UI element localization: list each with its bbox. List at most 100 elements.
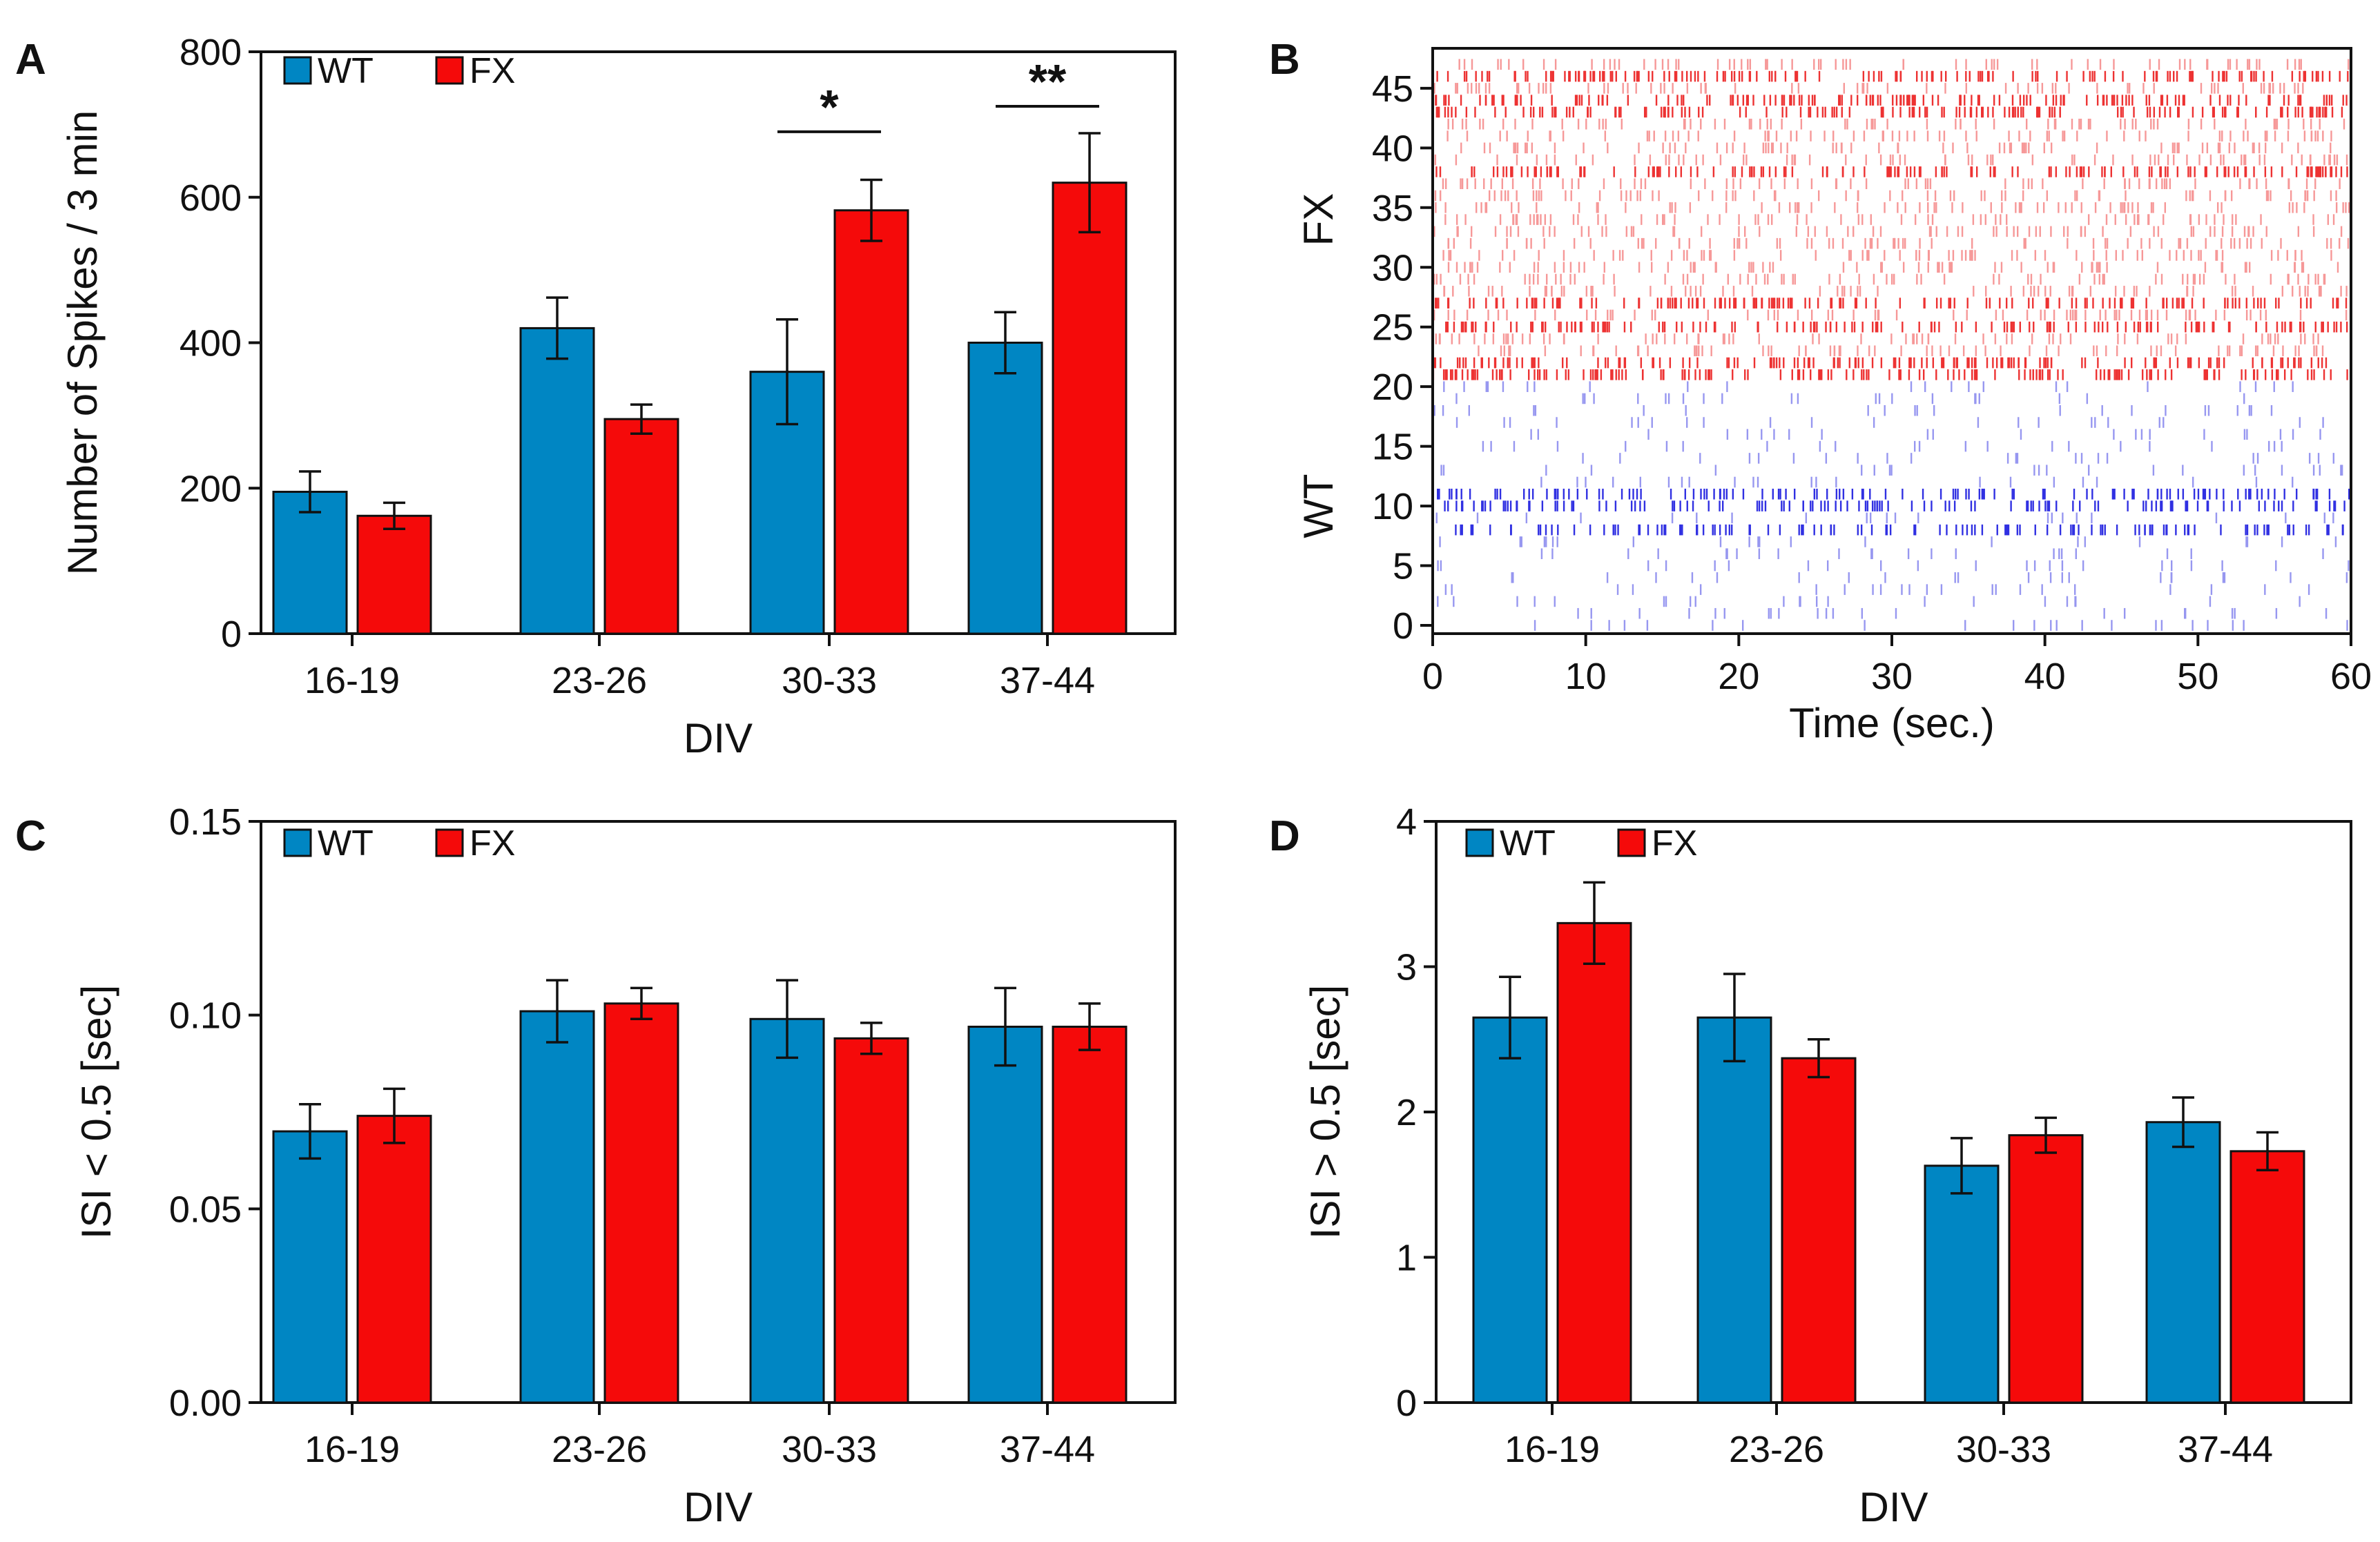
panel-b-xtick-label: 60 xyxy=(2330,656,2372,697)
panel-c-errorbar-wt-30-33 xyxy=(776,979,798,1060)
panel-d-bar-wt-37-44 xyxy=(2145,1121,2221,1404)
panel-d-errorbar-wt-16-19 xyxy=(1499,975,1521,1060)
legend-swatch-wt xyxy=(283,828,312,857)
panel-a-legend: WT FX xyxy=(283,51,515,91)
raster-row-fx xyxy=(1432,202,2350,213)
panel-d-ytick-label: 4 xyxy=(1396,801,1417,843)
panel-a-bar-wt-37-44 xyxy=(967,342,1043,635)
raster-row-fx xyxy=(1435,166,2348,177)
raster-row-wt xyxy=(1440,465,2343,476)
panel-c-errorbar-fx-16-19 xyxy=(383,1087,405,1144)
raster-row-fx xyxy=(1478,345,2324,357)
panel-d-xtick-label: 37-44 xyxy=(2178,1429,2273,1470)
panel-b-ytick-label: 20 xyxy=(1372,367,1413,408)
panel-d-bar-fx-23-26 xyxy=(1781,1057,1857,1404)
panel-c-errorbar-fx-37-44 xyxy=(1078,1002,1101,1051)
panel-c-ytick-label: 0.10 xyxy=(169,995,242,1037)
panel-c-legend: WT FX xyxy=(283,823,515,863)
panel-c-bar-wt-37-44 xyxy=(967,1026,1043,1404)
legend-swatch-fx xyxy=(435,828,464,857)
panel-d-ytick-label: 3 xyxy=(1396,947,1417,988)
raster-row-fx xyxy=(1442,250,2332,261)
panel-c-ytick-label: 0.00 xyxy=(169,1383,242,1424)
panel-b-group-label-fx: FX xyxy=(1295,193,1342,246)
raster-row-fx xyxy=(1433,309,2352,321)
panel-c-bar-wt-30-33 xyxy=(749,1017,825,1404)
panel-b-spikes xyxy=(1432,59,2352,631)
panel-c-isi-short-chart: 0.00 0.05 0.10 0.15 16-19 23-26 30-33 37-44 DIV I… xyxy=(73,801,1177,1530)
panel-c-errorbar-wt-23-26 xyxy=(546,979,568,1044)
panel-a-xtick-label: 30-33 xyxy=(782,660,877,701)
panel-c-xlabel: DIV xyxy=(684,1484,753,1530)
raster-row-wt xyxy=(1455,393,2245,404)
raster-row-fx xyxy=(1458,59,2350,70)
panel-b-xtick-label: 50 xyxy=(2177,656,2218,697)
legend-swatch-fx xyxy=(435,56,464,85)
panel-d-errorbar-wt-23-26 xyxy=(1723,973,1745,1063)
legend-label-wt: WT xyxy=(318,51,374,91)
legend-swatch-wt xyxy=(283,56,312,85)
panel-d-bar-wt-16-19 xyxy=(1472,1016,1548,1404)
legend-swatch-fx xyxy=(1617,828,1646,857)
panel-d-xtick-label: 30-33 xyxy=(1956,1429,2051,1470)
panel-b-xtick-label: 0 xyxy=(1422,656,1443,697)
panel-a-ylabel: Number of Spikes / 3 min xyxy=(59,110,106,576)
panel-d-errorbar-fx-23-26 xyxy=(1808,1038,1830,1079)
raster-row-wt xyxy=(1443,381,2294,392)
panel-b-ytick-label: 30 xyxy=(1372,247,1413,289)
raster-row-fx xyxy=(1432,369,2348,380)
raster-row-wt xyxy=(1540,548,2324,560)
raster-row-fx xyxy=(1435,95,2348,106)
panel-d-xtick-label: 16-19 xyxy=(1505,1429,1600,1470)
panel-a-ytick-label: 0 xyxy=(221,614,242,655)
panel-c-bar-fx-30-33 xyxy=(833,1037,909,1404)
panel-a-errorbar-fx-30-33 xyxy=(860,178,882,242)
raster-row-wt xyxy=(1582,453,2335,464)
panel-d-ytick-label: 0 xyxy=(1396,1383,1417,1424)
raster-row-wt xyxy=(1455,417,2324,428)
raster-row-fx xyxy=(1434,297,2348,309)
raster-row-wt xyxy=(1436,489,2350,500)
panel-d-ytick-label: 2 xyxy=(1396,1092,1417,1133)
panel-c-xtick-label: 23-26 xyxy=(552,1429,647,1470)
panel-a-errorbar-wt-23-26 xyxy=(546,296,568,360)
panel-a-ytick-label: 600 xyxy=(180,177,242,219)
panel-c-ytick-label: 0.15 xyxy=(169,801,242,843)
panel-a-bar-wt-30-33 xyxy=(749,371,825,635)
panel-c-bar-wt-16-19 xyxy=(272,1130,348,1404)
panel-b-ytick-label: 5 xyxy=(1393,546,1413,587)
panel-d-ytick-label: 1 xyxy=(1396,1238,1417,1279)
significance-label: * xyxy=(820,80,839,134)
legend-label-fx: FX xyxy=(1652,823,1697,863)
raster-row-wt xyxy=(1530,429,2321,440)
legend-label-fx: FX xyxy=(470,823,515,863)
raster-row-fx xyxy=(1435,106,2352,118)
panel-b-ytick-label: 40 xyxy=(1372,128,1413,169)
panel-c-xtick-label: 30-33 xyxy=(782,1429,877,1470)
panel-d-errorbar-fx-37-44 xyxy=(2256,1131,2279,1171)
panel-d-legend: WT FX xyxy=(1465,823,1697,863)
raster-row-wt xyxy=(1437,596,2301,607)
panel-a-bar-fx-23-26 xyxy=(603,418,679,635)
panel-a-errorbar-wt-16-19 xyxy=(299,470,321,514)
panel-a-ytick-label: 400 xyxy=(180,323,242,364)
panel-d-bar-wt-30-33 xyxy=(1924,1164,2000,1404)
panel-a-bar-fx-30-33 xyxy=(833,209,909,635)
panel-b-ytick-label: 10 xyxy=(1372,486,1413,527)
panel-a-bar-wt-23-26 xyxy=(519,326,595,635)
raster-row-fx xyxy=(1433,83,2304,94)
panel-c-errorbar-wt-37-44 xyxy=(994,986,1016,1067)
panel-d-ylabel: ISI > 0.5 [sec] xyxy=(1302,985,1348,1240)
raster-row-fx xyxy=(1433,357,2328,369)
raster-row-wt xyxy=(1534,620,2348,631)
panel-a-bar-fx-16-19 xyxy=(356,514,432,635)
panel-a-significance-30-33: * xyxy=(777,80,881,134)
panel-a-ytick-label: 200 xyxy=(180,468,242,509)
panel-a-bar-fx-37-44 xyxy=(1052,182,1128,635)
raster-row-fx xyxy=(1442,178,2341,189)
panel-c-bar-fx-16-19 xyxy=(356,1115,432,1404)
panel-b-xtick-label: 20 xyxy=(1718,656,1759,697)
legend-swatch-wt xyxy=(1465,828,1494,857)
panel-b-xlabel: Time (sec.) xyxy=(1789,700,1995,746)
